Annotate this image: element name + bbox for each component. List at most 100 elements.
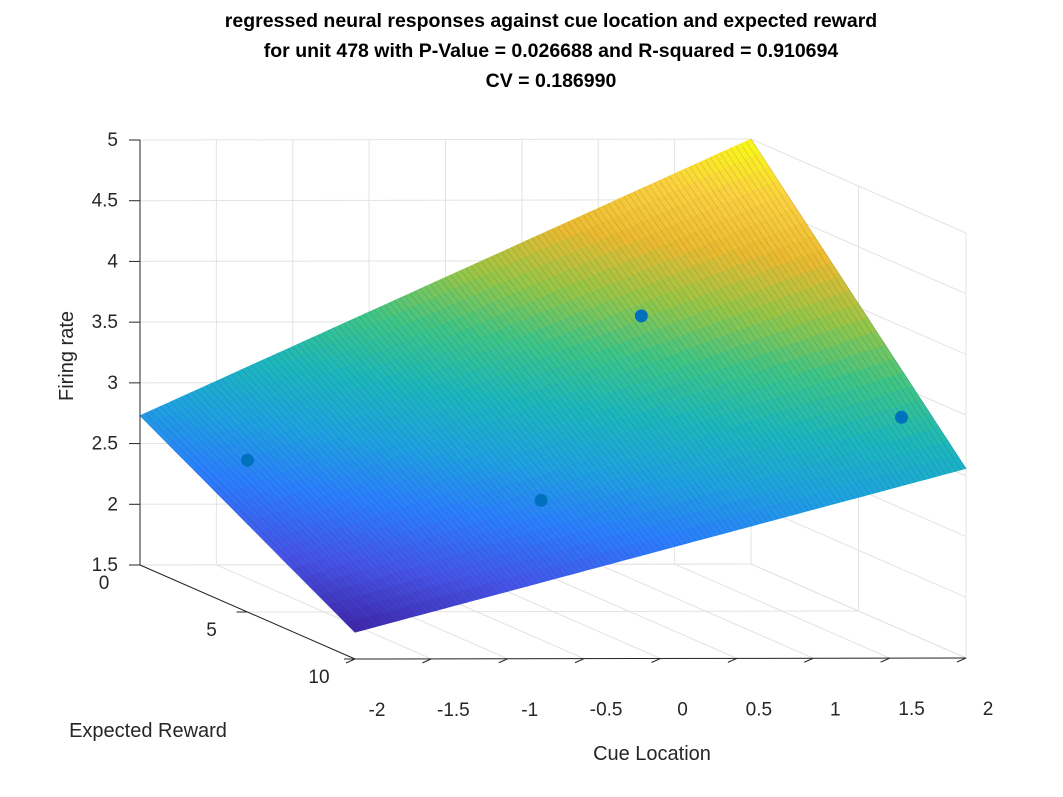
- surface-mesh-line: [246, 366, 463, 604]
- title-line-3: CV = 0.186990: [486, 70, 617, 92]
- surface-mesh-line: [735, 145, 951, 473]
- surface-mesh-line: [261, 360, 478, 600]
- z-tick-label: 4.5: [92, 191, 118, 212]
- surface-mesh-line: [638, 189, 855, 499]
- surface-mesh-line: [155, 408, 371, 629]
- title-line-2: for unit 478 with P-Value = 0.026688 and…: [264, 40, 839, 62]
- surface-mesh-line: [297, 343, 514, 591]
- surface-mesh-line: [745, 141, 962, 471]
- y-tick-label: 0: [99, 573, 110, 594]
- surface-mesh-line: [333, 327, 549, 581]
- data-points: [241, 309, 908, 507]
- surface-mesh-line: [562, 224, 778, 520]
- surface-mesh-line: [603, 205, 819, 509]
- surface-mesh-line: [175, 399, 391, 623]
- surface-mesh-line: [710, 157, 926, 480]
- z-tick-label: 4: [107, 251, 118, 272]
- x-tick-mark: [498, 658, 508, 664]
- surface-mesh-line: [139, 415, 356, 633]
- surface-mesh-line: [750, 138, 967, 469]
- x-axis-label: Cue Location: [593, 743, 711, 765]
- surface-mesh-line: [149, 410, 366, 630]
- surface-mesh-line: [384, 304, 600, 568]
- z-tick-label: 2: [107, 494, 118, 515]
- x-tick-mark: [880, 657, 890, 663]
- surface-mesh-line: [704, 159, 921, 482]
- surface-patch: [946, 454, 967, 472]
- surface-mesh-line: [628, 194, 845, 502]
- surface-mesh-line: [363, 313, 580, 573]
- surface-mesh-line: [323, 332, 539, 584]
- data-point: [895, 410, 908, 424]
- surface-mesh-line: [664, 178, 880, 492]
- y-axis-label: Expected Reward: [69, 720, 227, 742]
- z-tick-label: 5: [107, 130, 118, 151]
- surface-mesh-line: [302, 341, 519, 589]
- x-tick-label: -1: [521, 700, 538, 721]
- z-tick-label: 2.5: [92, 434, 118, 455]
- surface-mesh-line: [211, 383, 427, 614]
- y-tick-label: 10: [308, 667, 329, 688]
- surface-mesh-line: [511, 247, 727, 533]
- surface-mesh-line: [577, 217, 794, 516]
- surface-mesh-line: [480, 260, 697, 542]
- surface-mesh-line: [547, 230, 763, 524]
- sidewall-gridline: [750, 563, 967, 659]
- surface-mesh-line: [465, 267, 682, 546]
- x-tick-label: 0.5: [746, 699, 772, 720]
- sidewall-gridline: [750, 502, 967, 598]
- surface-mesh-line: [170, 401, 386, 625]
- surface-mesh-line: [277, 353, 493, 596]
- surface-mesh-line: [195, 390, 412, 618]
- z-tick-label: 3: [107, 373, 118, 394]
- surface-mesh-line: [200, 387, 417, 617]
- surface-mesh-line: [567, 221, 783, 518]
- surface-mesh-line: [144, 413, 361, 632]
- surface-mesh-line: [521, 242, 738, 531]
- surface-mesh-line: [715, 154, 931, 479]
- surface-mesh-line: [165, 403, 381, 626]
- x-tick-mark: [574, 658, 585, 664]
- surface-mesh-line: [684, 168, 901, 487]
- surface-mesh-line: [328, 330, 544, 583]
- surface-mesh-line: [654, 182, 870, 495]
- x-tick-label: -1.5: [437, 700, 470, 721]
- x-tick-label: -2: [369, 700, 386, 721]
- surface-mesh-line: [475, 263, 692, 543]
- surface-mesh-line: [557, 226, 773, 521]
- z-tick-label: 1.5: [92, 555, 118, 576]
- surface-mesh-line: [267, 357, 483, 599]
- x-tick-label: 0: [677, 700, 688, 721]
- surface-mesh-line: [659, 180, 875, 494]
- surface-mesh-line: [292, 346, 509, 592]
- surface-mesh-line: [358, 316, 575, 574]
- surface-mesh-line: [241, 369, 458, 606]
- x-tick-label: 2: [983, 699, 994, 720]
- surface-mesh-line: [287, 348, 503, 593]
- surface-mesh-line: [536, 235, 753, 527]
- surface-mesh-line: [205, 385, 422, 615]
- y-tick-label: 5: [206, 620, 217, 641]
- surface-mesh-line: [440, 279, 656, 553]
- title-line-1: regressed neural responses against cue l…: [225, 10, 877, 32]
- x-tick-mark: [651, 658, 661, 663]
- surface-mesh-line: [185, 394, 402, 621]
- surface-mesh-line: [572, 219, 789, 517]
- surface-mesh-line: [394, 300, 610, 565]
- surface-mesh-line: [251, 364, 468, 603]
- regression-surface: [139, 138, 967, 633]
- surface-mesh-line: [679, 171, 895, 488]
- surface-mesh-line: [582, 214, 799, 514]
- surface-mesh-line: [485, 258, 702, 540]
- surface-mesh-line: [414, 290, 631, 559]
- surface-mesh-line: [643, 187, 860, 498]
- surface-mesh-line: [236, 371, 452, 607]
- x-tick-label: 1: [830, 699, 841, 720]
- surface-mesh-line: [552, 228, 768, 523]
- surface-mesh-line: [180, 396, 396, 622]
- surface-mesh-line: [190, 392, 407, 619]
- sidewall-gridline: [750, 138, 967, 234]
- z-axis-label: Firing rate: [56, 311, 78, 401]
- surface-mesh-line: [618, 198, 834, 505]
- surface-mesh-line: [608, 203, 824, 508]
